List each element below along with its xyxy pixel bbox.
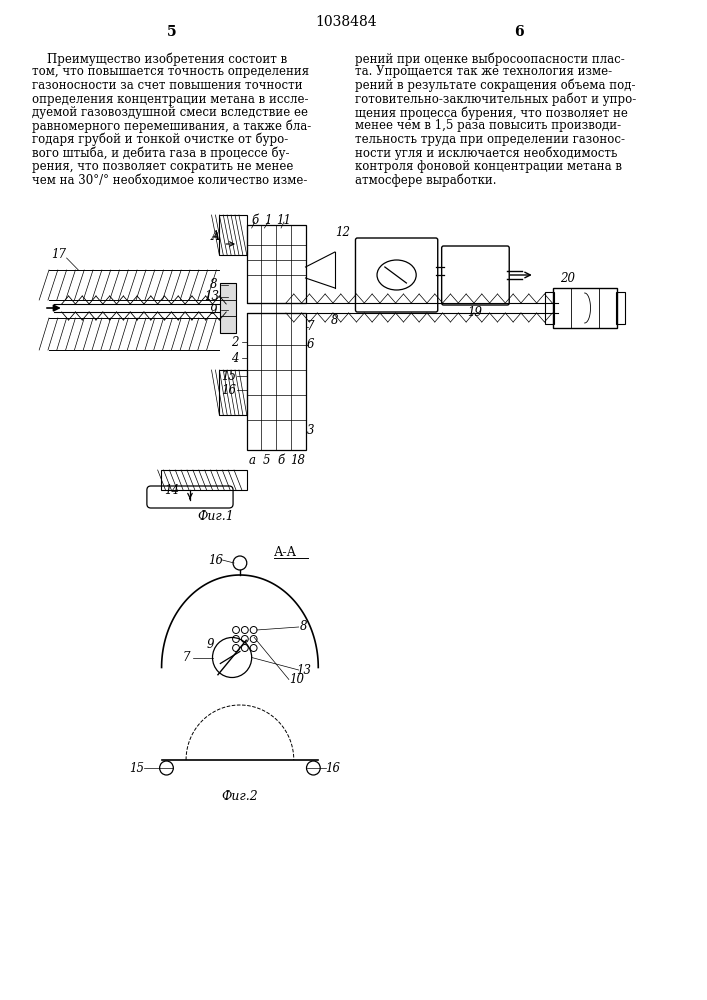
Text: 13: 13: [296, 664, 311, 676]
Text: ности угля и исключается необходимость: ности угля и исключается необходимость: [356, 146, 618, 160]
Text: 13: 13: [204, 290, 219, 304]
Text: 9: 9: [210, 304, 217, 316]
Text: 15: 15: [222, 369, 237, 382]
Bar: [219, 215, 247, 255]
Text: А: А: [211, 231, 220, 243]
Text: Фиг.1: Фиг.1: [197, 510, 234, 523]
Text: 9: 9: [206, 639, 214, 652]
Text: 5: 5: [262, 454, 270, 466]
Text: 8: 8: [300, 620, 308, 634]
Text: тельность труда при определении газонос-: тельность труда при определении газонос-: [356, 133, 626, 146]
Text: та. Упрощается так же технология изме-: та. Упрощается так же технология изме-: [356, 66, 612, 79]
Text: 5: 5: [167, 25, 176, 39]
Bar: [247, 225, 305, 303]
Text: контроля фоновой концентрации метана в: контроля фоновой концентрации метана в: [356, 160, 622, 173]
Text: Преимущество изобретения состоит в: Преимущество изобретения состоит в: [33, 52, 288, 66]
Text: чем на 30°/° необходимое количество изме-: чем на 30°/° необходимое количество изме…: [33, 174, 308, 186]
Text: 8: 8: [210, 278, 217, 292]
Circle shape: [307, 761, 320, 775]
Text: 12: 12: [335, 226, 350, 238]
Text: 1038484: 1038484: [315, 15, 377, 29]
Text: б: б: [251, 214, 258, 227]
Text: дуемой газовоздушной смеси вследствие ее: дуемой газовоздушной смеси вследствие ее: [33, 106, 308, 119]
Text: 8: 8: [331, 314, 339, 326]
Text: 18: 18: [290, 454, 305, 466]
Text: готовительно-заключительных работ и упро-: готовительно-заключительных работ и упро…: [356, 93, 637, 106]
Text: годаря грубой и тонкой очистке от буро-: годаря грубой и тонкой очистке от буро-: [33, 133, 288, 146]
Text: том, что повышается точность определения: том, что повышается точность определения: [33, 66, 310, 79]
Text: 16: 16: [325, 762, 341, 774]
Text: А: А: [211, 232, 220, 242]
Text: 15: 15: [129, 762, 145, 774]
Text: Фиг.2: Фиг.2: [221, 790, 258, 803]
Text: 19: 19: [467, 306, 482, 318]
Text: б: б: [277, 454, 285, 466]
Text: вого штыба, и дебита газа в процессе бу-: вого штыба, и дебита газа в процессе бу-: [33, 146, 290, 160]
Bar: [546, 292, 554, 324]
Text: 3: 3: [307, 424, 314, 436]
Text: 10: 10: [289, 673, 304, 686]
Text: газоносности за счет повышения точности: газоносности за счет повышения точности: [33, 79, 303, 92]
Text: 16: 16: [208, 554, 223, 566]
Text: А-А: А-А: [274, 546, 298, 560]
Text: 1: 1: [264, 214, 272, 227]
Text: 11: 11: [276, 214, 291, 227]
Text: рения, что позволяет сократить не менее: рения, что позволяет сократить не менее: [33, 160, 293, 173]
Text: равномерного перемешивания, а также бла-: равномерного перемешивания, а также бла-: [33, 119, 312, 133]
Bar: [616, 292, 625, 324]
Text: а: а: [248, 454, 255, 466]
Circle shape: [160, 761, 173, 775]
Text: 6: 6: [514, 25, 524, 39]
Bar: [160, 470, 247, 490]
Text: щения процесса бурения, что позволяет не: щения процесса бурения, что позволяет не: [356, 106, 629, 119]
Bar: [219, 370, 247, 415]
Text: 6: 6: [307, 338, 314, 352]
Text: 17: 17: [51, 248, 66, 261]
Bar: [554, 288, 617, 328]
Text: 16: 16: [222, 383, 237, 396]
Text: 7: 7: [182, 651, 189, 664]
Text: 20: 20: [561, 271, 575, 284]
Text: рений при оценке выбросоопасности плас-: рений при оценке выбросоопасности плас-: [356, 52, 625, 66]
Text: определения концентрации метана в иссле-: определения концентрации метана в иссле-: [33, 93, 309, 105]
Text: атмосфере выработки.: атмосфере выработки.: [356, 174, 497, 187]
Text: 14: 14: [164, 484, 179, 496]
Text: рений в результате сокращения объема под-: рений в результате сокращения объема под…: [356, 79, 636, 93]
Text: 7: 7: [307, 320, 314, 334]
Text: менее чем в 1,5 раза повысить производи-: менее чем в 1,5 раза повысить производи-: [356, 119, 621, 132]
Circle shape: [233, 556, 247, 570]
Bar: [247, 313, 305, 450]
Text: 2: 2: [231, 336, 239, 349]
Text: 4: 4: [231, 352, 239, 364]
Bar: [221, 283, 236, 333]
